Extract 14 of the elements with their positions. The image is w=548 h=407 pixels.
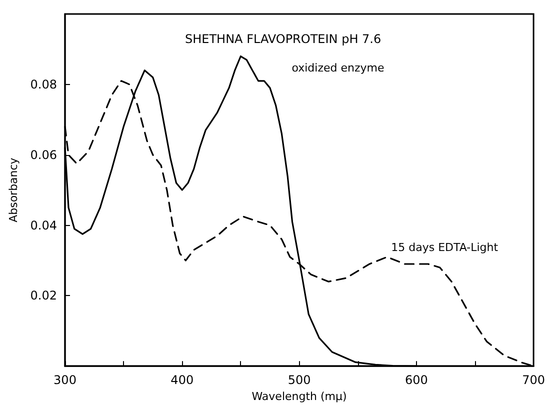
text: oxidized enzyme <box>292 62 384 75</box>
x-tick-label: 700 <box>522 373 545 388</box>
x-tick-label: 600 <box>404 373 428 388</box>
x-tick-label: 500 <box>288 373 311 388</box>
x-axis-title: Wavelength (mμ) <box>252 390 347 403</box>
y-tick-label: 0.08 <box>30 77 57 92</box>
x-tick-label: 400 <box>170 373 194 388</box>
series-label: 15 days EDTA-Light <box>391 240 499 254</box>
x-tick-label: 300 <box>54 373 76 388</box>
y-tick-label: 0.04 <box>30 218 57 232</box>
y-tick-label: 0.02 <box>30 288 57 303</box>
text: SHETHNA FLAVOPROTEIN pH 7.6 <box>185 32 382 46</box>
y-axis-title: Absorbancy <box>7 157 20 222</box>
y-tick-label: 0.06 <box>30 148 57 162</box>
